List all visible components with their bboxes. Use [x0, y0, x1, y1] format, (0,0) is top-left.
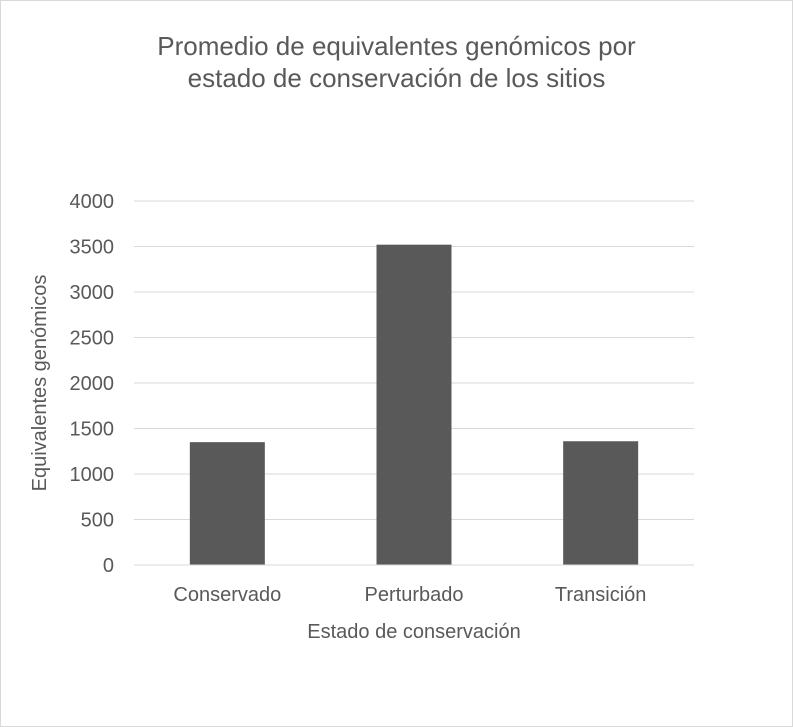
bar-conservado — [189, 442, 265, 565]
y-axis-title: Equivalentes genómicos — [29, 275, 51, 492]
chart-title-line-2: estado de conservación de los sitios — [187, 63, 606, 93]
chart-title-line-1: Promedio de equivalentes genómicos por — [157, 31, 636, 61]
chart-title: Promedio de equivalentes genómicos por e… — [0, 30, 793, 94]
y-tick-label: 1000 — [70, 464, 115, 486]
y-tick-label: 3000 — [70, 282, 115, 304]
y-tick-label: 2000 — [70, 373, 115, 395]
x-tick-label: Transición — [555, 584, 647, 606]
x-tick-label: Conservado — [173, 584, 281, 606]
bar-transición — [563, 441, 639, 565]
x-axis-title: Estado de conservación — [307, 621, 520, 643]
y-tick-label: 0 — [103, 555, 114, 577]
x-tick-label: Perturbado — [365, 584, 464, 606]
y-tick-label: 2500 — [70, 328, 115, 350]
x-axis-tick-labels: Conservado Perturbado Transición — [173, 584, 646, 606]
y-tick-label: 3500 — [70, 237, 115, 259]
bar-perturbado — [376, 244, 452, 565]
y-tick-label: 500 — [81, 510, 114, 532]
y-tick-label: 1500 — [70, 419, 115, 441]
y-axis-tick-labels: 0 500 1000 1500 2000 2500 3000 3500 4000 — [70, 191, 115, 577]
bars — [189, 244, 639, 565]
y-tick-label: 4000 — [70, 191, 115, 213]
